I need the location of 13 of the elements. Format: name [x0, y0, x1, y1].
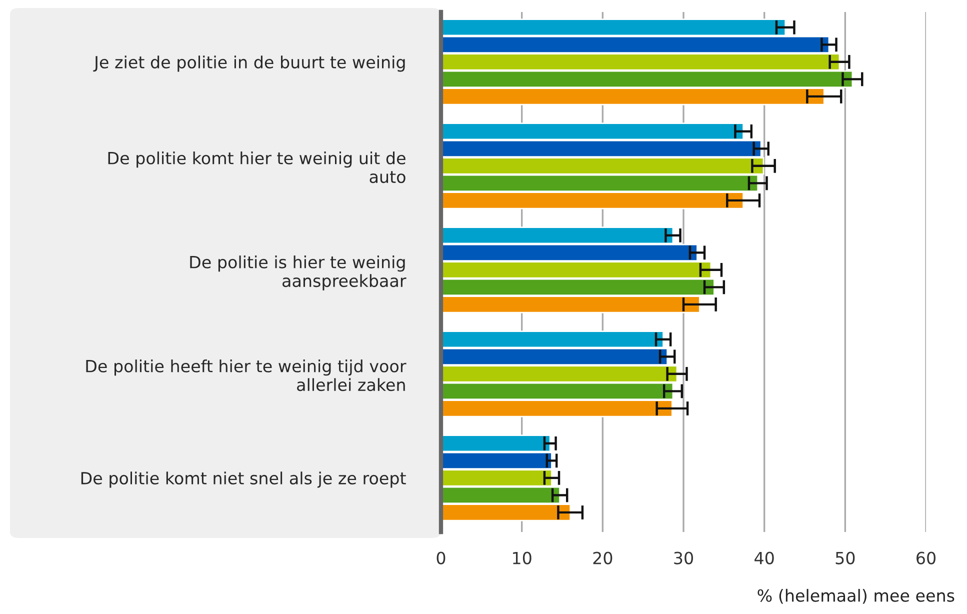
x-tick-label: 40 — [754, 552, 774, 564]
x-tick-label: 20 — [593, 552, 612, 564]
x-tick-label: 10 — [513, 552, 532, 564]
x-axis-title: % (helemaal) mee eens — [758, 588, 954, 604]
y-tick-label: De politie komt niet snel als je ze roept — [81, 472, 406, 488]
x-tick-label: 60 — [916, 552, 936, 564]
x-tick-label: 30 — [674, 552, 693, 564]
x-tick-label: 0 — [436, 552, 446, 564]
y-tick-label: De politie heeft hier te weinig tijd voor allerlei zaken — [86, 360, 406, 392]
y-tick-label: De politie komt hier te weinig uit de auto — [108, 152, 406, 184]
y-tick-label: Je ziet de politie in de buurt te weinig — [93, 56, 405, 72]
x-tick-label: 50 — [836, 552, 855, 564]
y-tick-label: De politie is hier te weinig aanspreekbaar — [190, 256, 406, 290]
